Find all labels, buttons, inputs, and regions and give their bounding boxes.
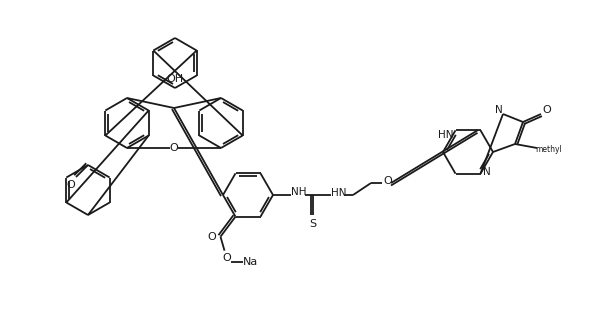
Text: O: O	[384, 176, 392, 186]
Text: Na: Na	[243, 257, 258, 267]
Text: O: O	[170, 143, 178, 153]
Text: O: O	[207, 232, 216, 242]
Text: N: N	[482, 167, 490, 177]
Text: O: O	[222, 253, 231, 263]
Text: HN: HN	[331, 188, 347, 198]
Text: methyl: methyl	[536, 146, 562, 154]
Text: O: O	[542, 105, 551, 115]
Text: HN: HN	[438, 130, 453, 140]
Text: OH: OH	[167, 74, 184, 84]
Text: S: S	[310, 219, 316, 229]
Text: O: O	[67, 180, 75, 190]
Text: NH: NH	[291, 187, 307, 197]
Text: N: N	[495, 105, 503, 115]
